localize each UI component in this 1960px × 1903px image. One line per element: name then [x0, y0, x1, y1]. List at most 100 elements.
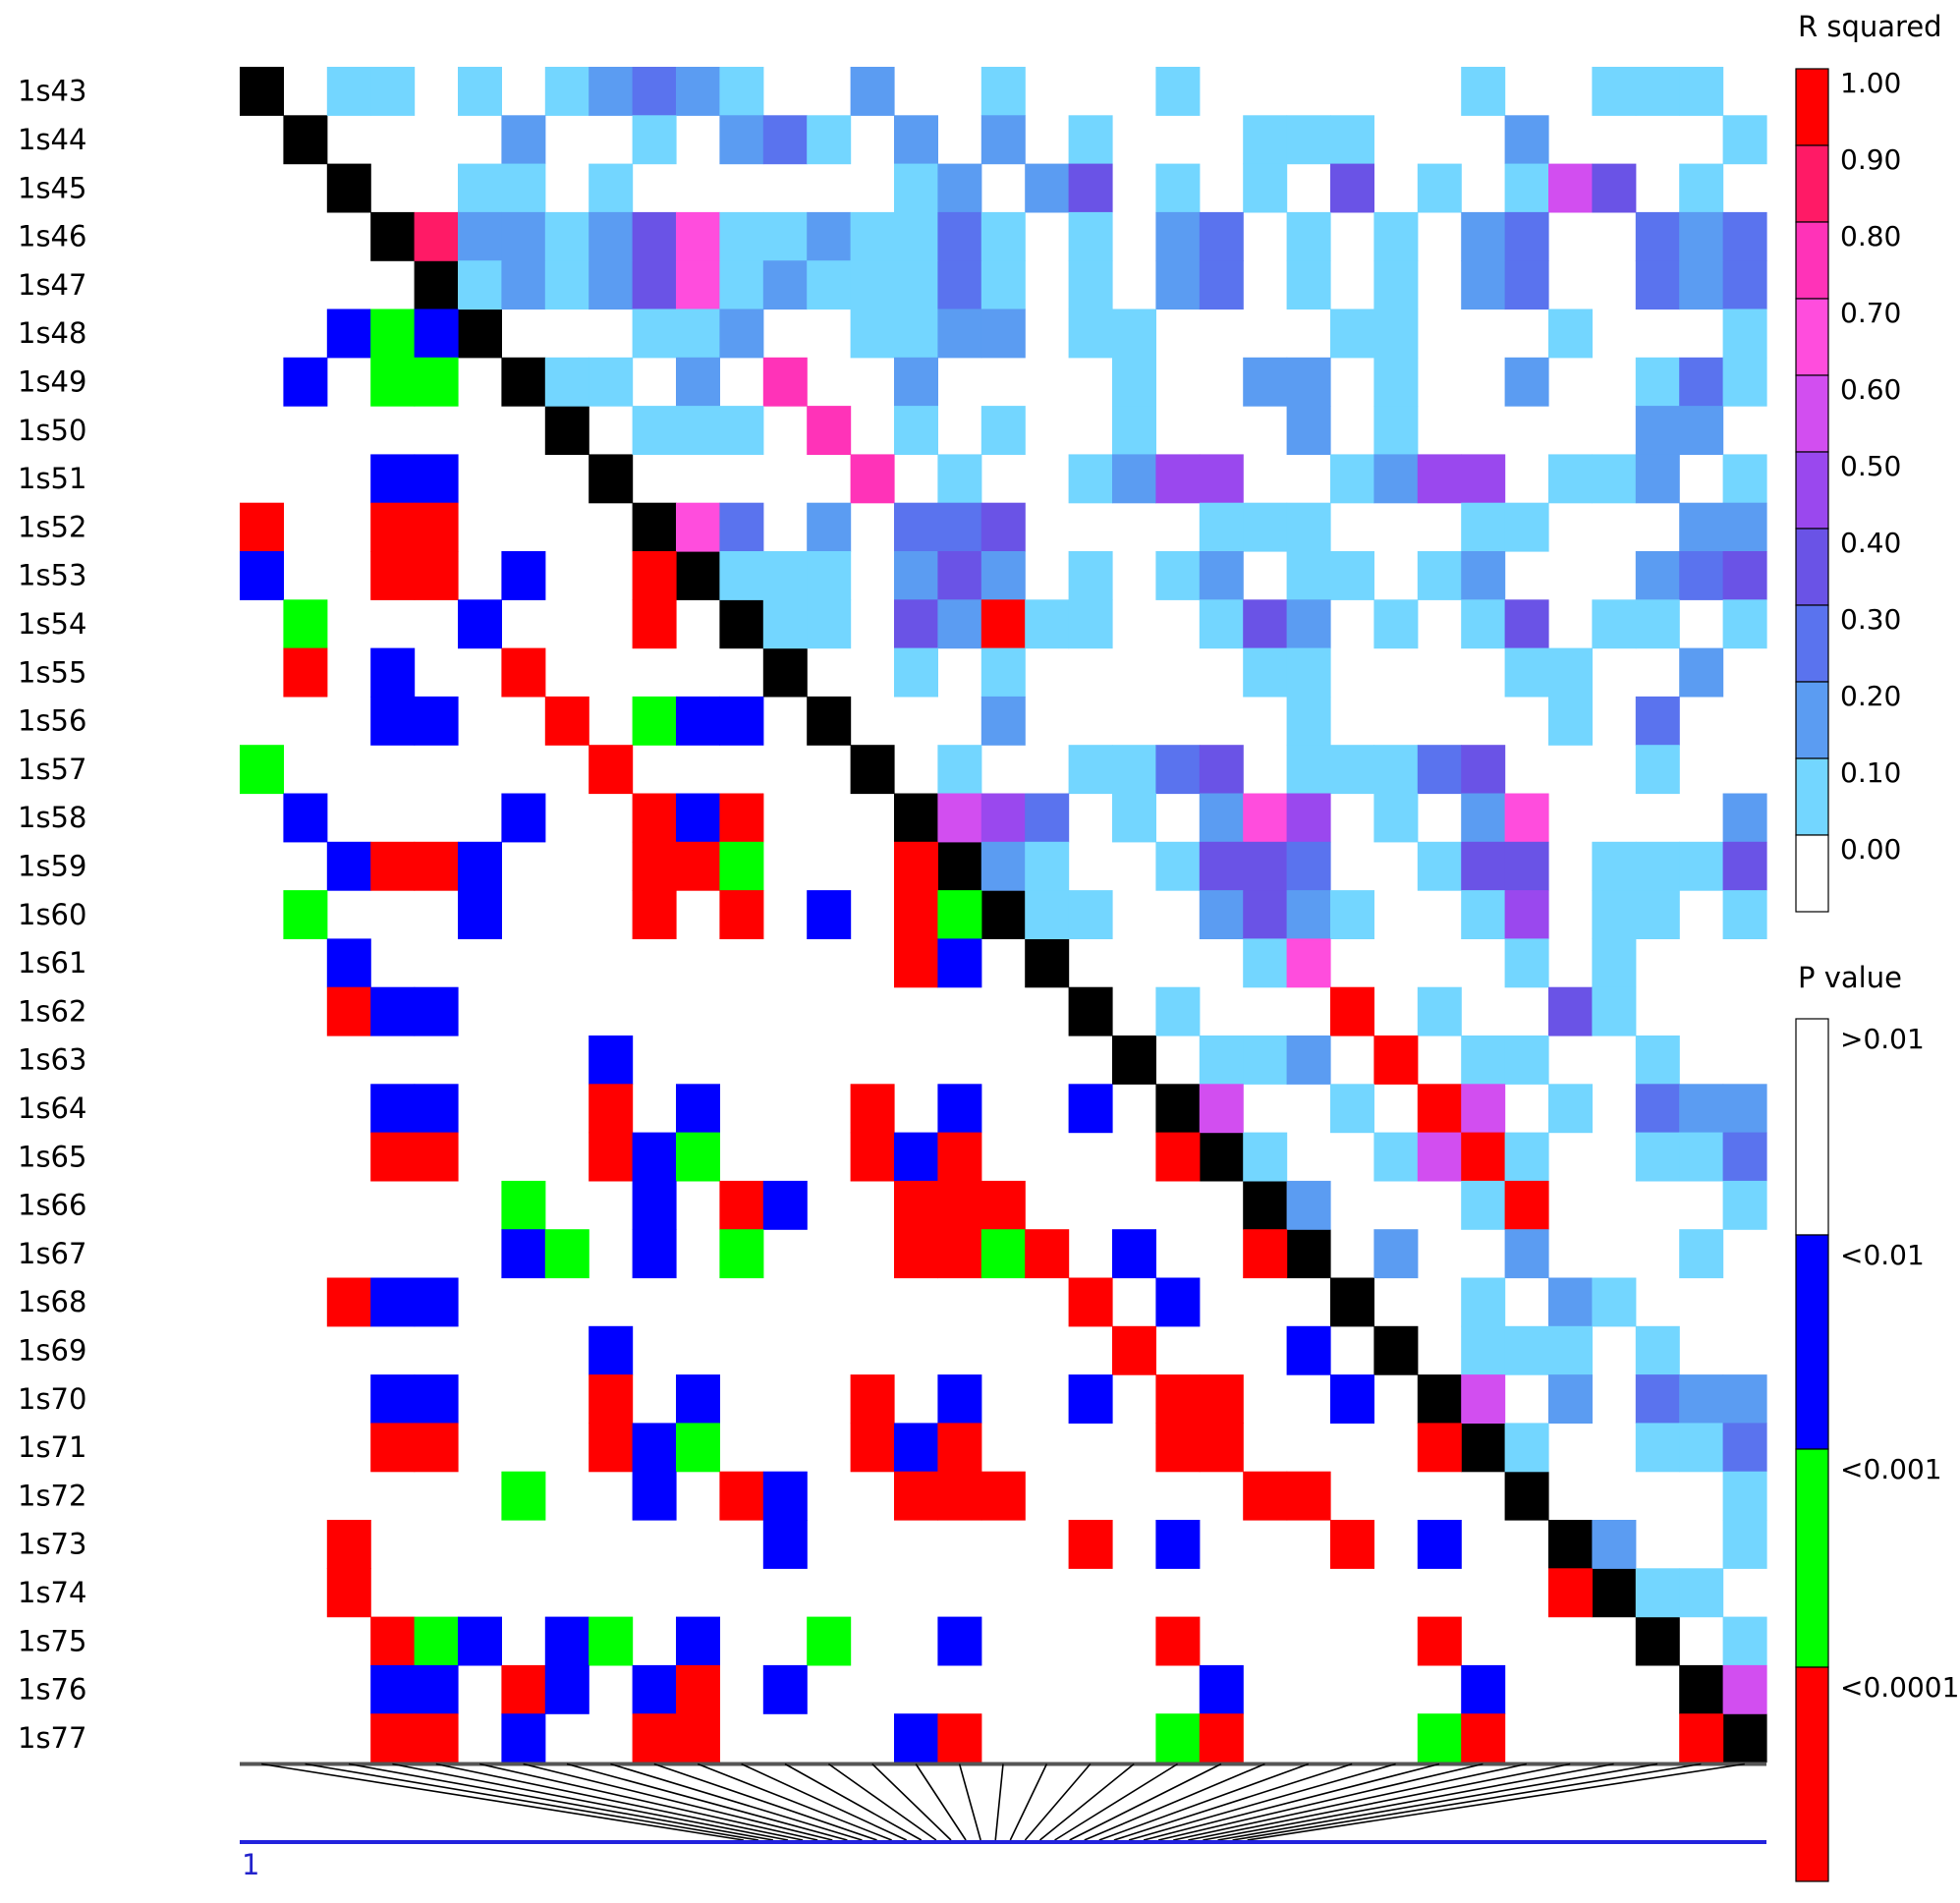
r-squared-cell — [1722, 1520, 1767, 1569]
diagonal-cell — [632, 502, 677, 552]
marker-label: 1s56 — [18, 704, 86, 738]
diagonal-cell — [937, 841, 982, 891]
r-squared-cell — [1548, 163, 1593, 213]
p-value-cell — [937, 938, 982, 988]
diagonal-cell — [894, 793, 938, 843]
r-squared-cell — [1722, 211, 1767, 261]
r-squared-cell — [762, 599, 808, 649]
diagonal-cell — [1025, 938, 1070, 988]
r-squared-cell — [1330, 1084, 1374, 1134]
p-value-cell — [937, 1132, 982, 1182]
r-squared-cell — [1199, 260, 1244, 310]
r-squared-cell — [1504, 938, 1549, 988]
p-value-cell — [1155, 1423, 1201, 1473]
r-squared-cell — [458, 211, 502, 261]
r-squared-cell — [1504, 1035, 1549, 1085]
r-squared-cell — [1679, 1374, 1724, 1424]
r-squared-cell — [676, 502, 720, 552]
p-value-cell — [370, 1277, 416, 1327]
marker-label: 1s53 — [18, 559, 86, 592]
r-squared-cell — [1461, 890, 1506, 939]
r-squared-cell — [1722, 1664, 1767, 1714]
r-squared-cell — [1417, 986, 1462, 1036]
marker-label: 1s60 — [18, 898, 86, 931]
marker-connector-line — [653, 1763, 877, 1841]
r-squared-cell — [632, 115, 677, 165]
r-squared-cell — [807, 551, 852, 600]
diagonal-cell — [1592, 1568, 1637, 1618]
p-value-cell — [326, 938, 371, 988]
r-squared-cell — [1417, 163, 1462, 213]
p-value-cell — [1548, 1568, 1593, 1618]
r-squared-cell — [980, 211, 1026, 261]
r-squared-cell — [1592, 938, 1637, 988]
r-squared-cell — [1155, 551, 1201, 600]
marker-connector-line — [523, 1763, 833, 1841]
r-squared-cell — [1461, 260, 1506, 310]
r-squared-cell — [1155, 454, 1201, 504]
r-squared-cell — [1373, 211, 1419, 261]
p-value-cell — [632, 890, 677, 939]
p-value-cell — [240, 502, 284, 552]
r-squared-cell — [1199, 841, 1244, 891]
marker-connector-line — [479, 1763, 818, 1841]
p-value-cell — [719, 1180, 764, 1230]
marker-label: 1s48 — [18, 316, 86, 350]
p-value-cell — [632, 696, 677, 746]
p-value-cell — [414, 1132, 459, 1182]
r-squared-cell — [1679, 67, 1724, 116]
r-squared-cell — [937, 599, 982, 649]
p-value-cell — [719, 793, 764, 843]
p-value-cell — [1199, 1423, 1244, 1473]
diagonal-cell — [762, 647, 808, 698]
r-squared-cell — [632, 406, 677, 455]
r-squared-cell — [1373, 1229, 1419, 1279]
r-squared-cell — [850, 67, 895, 116]
p-value-cell — [283, 357, 328, 407]
r-squared-cell — [1722, 841, 1767, 891]
r-squared-cell — [894, 599, 938, 649]
r-squared-cell — [632, 211, 677, 261]
r-squared-cell — [1373, 599, 1419, 649]
r-squared-cell — [980, 502, 1026, 552]
p-value-cell — [588, 1423, 634, 1473]
r-squared-legend-tick: 0.10 — [1840, 756, 1901, 789]
r-squared-cell — [1199, 890, 1244, 939]
p-value-cell — [501, 1229, 546, 1279]
marker-label: 1s76 — [18, 1673, 86, 1707]
marker-label: 1s59 — [18, 849, 86, 882]
diagonal-cell — [1548, 1520, 1593, 1569]
r-squared-cell — [588, 67, 634, 116]
r-squared-cell — [1461, 67, 1506, 116]
p-value-cell — [414, 308, 459, 359]
p-value-cell — [850, 1374, 895, 1424]
r-squared-cell — [1199, 599, 1244, 649]
r-squared-cell — [850, 260, 895, 310]
p-value-cell — [588, 745, 634, 795]
p-value-cell — [1068, 1374, 1113, 1424]
p-value-cell — [1112, 1325, 1156, 1375]
p-value-cell — [632, 1132, 677, 1182]
r-squared-cell — [1199, 1035, 1244, 1085]
marker-connector-line — [1128, 1763, 1396, 1841]
r-squared-cell — [1635, 1035, 1680, 1085]
r-squared-cell — [1548, 454, 1593, 504]
marker-connector-line — [1232, 1763, 1702, 1841]
r-squared-cell — [807, 211, 852, 261]
marker-label: 1s58 — [18, 801, 86, 834]
marker-label: 1s54 — [18, 607, 86, 641]
p-value-cell — [501, 551, 546, 600]
p-value-cell — [370, 1374, 416, 1424]
r-squared-legend-swatch — [1795, 298, 1829, 376]
marker-connector-line — [1054, 1763, 1179, 1841]
marker-label: 1s49 — [18, 364, 86, 398]
p-value-cell — [632, 1664, 677, 1714]
r-squared-cell — [1722, 115, 1767, 165]
marker-label: 1s50 — [18, 414, 86, 447]
r-squared-cell — [458, 260, 502, 310]
r-squared-cell — [894, 211, 938, 261]
p-value-cell — [458, 890, 502, 939]
r-squared-cell — [1461, 1035, 1506, 1085]
p-value-cell — [676, 1423, 720, 1473]
marker-connector-line — [1113, 1763, 1353, 1841]
